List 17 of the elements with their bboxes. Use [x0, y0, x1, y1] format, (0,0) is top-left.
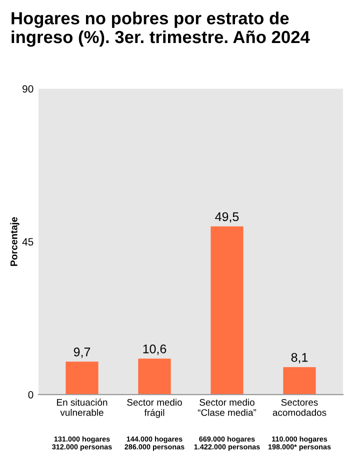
x-tick-label: Sector medio frágil: [127, 398, 182, 418]
y-axis-title: Porcentaje: [10, 217, 20, 266]
bar: [66, 362, 98, 395]
data-label: 49,5: [215, 212, 239, 223]
x-tick-label: En situación vulnerable: [57, 398, 108, 416]
bar: [283, 367, 316, 395]
bar: [138, 358, 171, 395]
data-label: 9,7: [74, 348, 90, 358]
x-tick-label: Sectores acomodados: [272, 399, 326, 416]
data-label: 8,1: [291, 352, 308, 364]
chart-title: Hogares no pobres por estrato de ingreso (%). 3er. trimestre. Año 2024: [12, 12, 310, 47]
bar: [210, 226, 244, 395]
y-tick-label: 90: [22, 85, 34, 93]
y-tick-label: 0: [28, 391, 34, 398]
x-tick-label: Sector medio “Clase media”: [198, 398, 256, 416]
y-tick-label: 45: [22, 238, 34, 246]
data-label: 10,6: [143, 344, 166, 355]
